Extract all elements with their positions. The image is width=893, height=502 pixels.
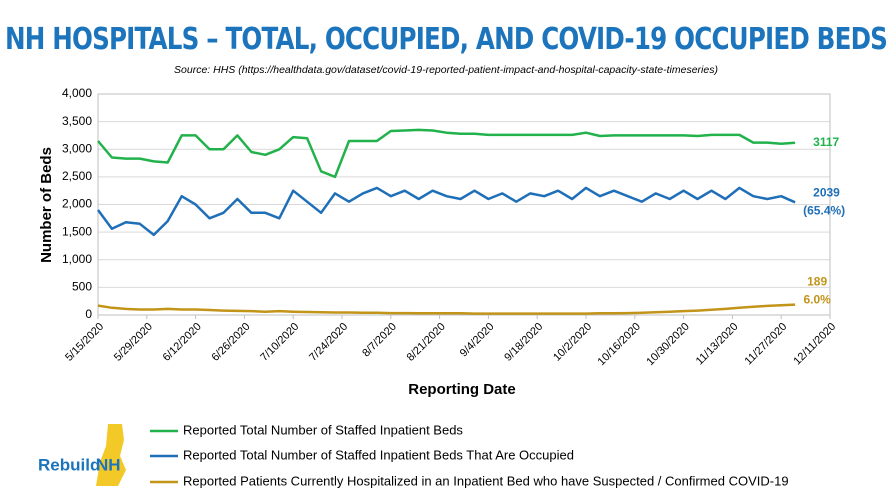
x-tick-label: 6/26/2020 bbox=[209, 321, 252, 364]
series-line bbox=[97, 303, 796, 315]
series-line bbox=[97, 128, 796, 179]
x-tick-label: 11/13/2020 bbox=[694, 321, 741, 368]
end-annotation: (65.4%) bbox=[803, 204, 845, 218]
x-tick-label: 9/18/2020 bbox=[502, 321, 545, 364]
x-tick-label: 5/15/2020 bbox=[63, 321, 106, 364]
y-tick-label: 0 bbox=[85, 307, 92, 321]
logo-text: Rebuild bbox=[38, 455, 100, 474]
x-tick-label: 7/24/2020 bbox=[307, 321, 350, 364]
x-tick-label: 6/12/2020 bbox=[161, 321, 204, 364]
x-tick-label: 8/7/2020 bbox=[360, 321, 399, 360]
x-tick-label: 12/11/2020 bbox=[791, 321, 838, 368]
y-tick-label: 1,000 bbox=[62, 252, 92, 266]
y-tick-label: 4,000 bbox=[62, 86, 92, 100]
x-tick-label: 8/21/2020 bbox=[405, 321, 448, 364]
end-value-label: 189 bbox=[807, 275, 827, 289]
y-tick-label: 1,500 bbox=[62, 224, 92, 238]
y-tick-label: 3,000 bbox=[62, 141, 92, 155]
x-tick-label: 10/2/2020 bbox=[551, 321, 594, 364]
legend-label: Reported Total Number of Staffed Inpatie… bbox=[183, 422, 463, 437]
y-tick-label: 2,000 bbox=[62, 197, 92, 211]
x-tick-label: 9/4/2020 bbox=[458, 321, 497, 360]
end-value-label: 3117 bbox=[813, 135, 839, 149]
x-tick-label: 11/27/2020 bbox=[743, 321, 790, 368]
y-tick-label: 3,500 bbox=[62, 114, 92, 128]
chart-subtitle: Source: HHS (https://healthdata.gov/data… bbox=[174, 64, 718, 76]
logo-text-state: NH bbox=[96, 455, 121, 474]
plot-frame bbox=[97, 93, 831, 316]
end-annotation: 6.0% bbox=[803, 293, 831, 307]
chart-title: NH HOSPITALS – TOTAL, OCCUPIED, AND COVI… bbox=[5, 23, 887, 57]
x-tick-label: 10/16/2020 bbox=[596, 321, 643, 368]
y-tick-label: 500 bbox=[72, 280, 92, 294]
y-axis-label: Number of Beds bbox=[38, 147, 55, 263]
x-tick-label: 7/10/2020 bbox=[258, 321, 301, 364]
logo-shape bbox=[96, 424, 126, 486]
y-tick-label: 2,500 bbox=[62, 169, 92, 183]
legend-label: Reported Total Number of Staffed Inpatie… bbox=[183, 447, 574, 462]
x-tick-label: 10/30/2020 bbox=[644, 321, 691, 368]
end-value-label: 2039 bbox=[813, 186, 840, 200]
x-tick-label: 5/29/2020 bbox=[112, 321, 155, 364]
series-line bbox=[96, 186, 796, 237]
legend-label: Reported Patients Currently Hospitalized… bbox=[183, 473, 789, 488]
x-axis-label: Reporting Date bbox=[408, 381, 516, 398]
